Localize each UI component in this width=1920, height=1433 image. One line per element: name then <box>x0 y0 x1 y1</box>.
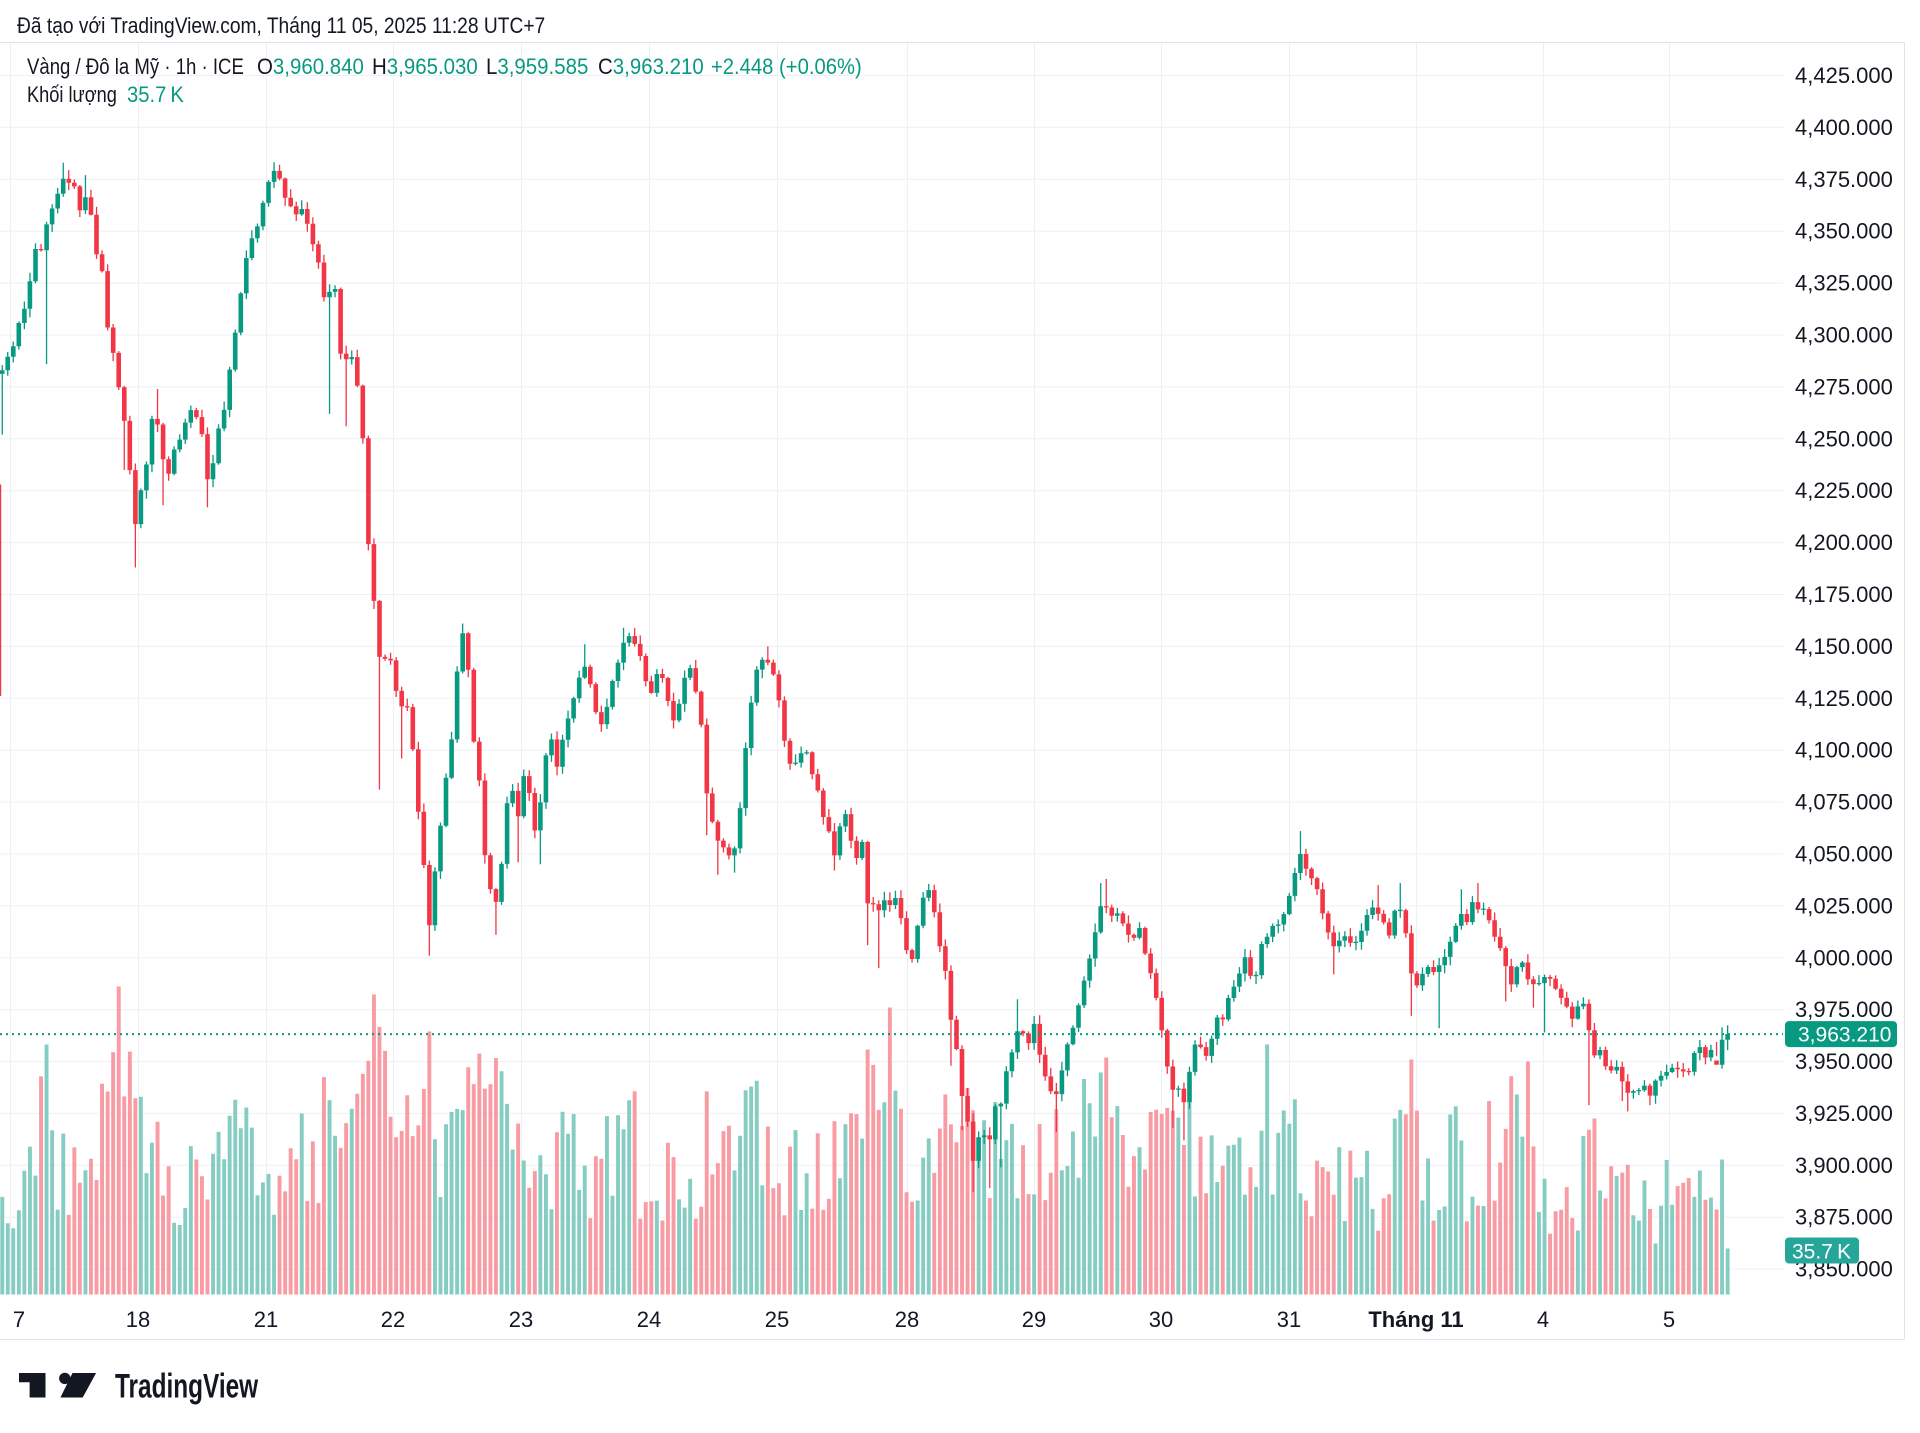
svg-text:30: 30 <box>1149 1307 1173 1332</box>
svg-text:4,275.000: 4,275.000 <box>1795 374 1893 399</box>
svg-text:4,400.000: 4,400.000 <box>1795 115 1893 140</box>
svg-text:3,900.000: 3,900.000 <box>1795 1153 1893 1178</box>
svg-text:18: 18 <box>126 1307 150 1332</box>
svg-text:31: 31 <box>1277 1307 1301 1332</box>
svg-text:4,000.000: 4,000.000 <box>1795 945 1893 970</box>
svg-text:4,325.000: 4,325.000 <box>1795 271 1893 296</box>
svg-text:25: 25 <box>765 1307 789 1332</box>
svg-text:TradingView: TradingView <box>115 1368 259 1406</box>
svg-text:H3,965.030: H3,965.030 <box>372 54 478 79</box>
svg-text:22: 22 <box>381 1307 405 1332</box>
svg-text:Vàng / Đô la Mỹ · 1h · ICE: Vàng / Đô la Mỹ · 1h · ICE <box>27 56 244 80</box>
svg-text:4,225.000: 4,225.000 <box>1795 478 1893 503</box>
svg-text:3,950.000: 3,950.000 <box>1795 1049 1893 1074</box>
svg-text:3,875.000: 3,875.000 <box>1795 1205 1893 1230</box>
svg-text:3,925.000: 3,925.000 <box>1795 1101 1893 1126</box>
svg-text:7: 7 <box>13 1307 25 1332</box>
svg-text:4,125.000: 4,125.000 <box>1795 686 1893 711</box>
svg-text:4,050.000: 4,050.000 <box>1795 842 1893 867</box>
svg-text:4,075.000: 4,075.000 <box>1795 790 1893 815</box>
svg-text:Khối lượng: Khối lượng <box>27 83 117 107</box>
svg-text:4,425.000: 4,425.000 <box>1795 63 1893 88</box>
svg-text:35.7 K: 35.7 K <box>1792 1241 1851 1264</box>
svg-text:21: 21 <box>254 1307 278 1332</box>
svg-text:+2.448 (+0.06%): +2.448 (+0.06%) <box>711 55 862 79</box>
svg-text:C3,963.210: C3,963.210 <box>598 54 704 79</box>
svg-text:3,975.000: 3,975.000 <box>1795 997 1893 1022</box>
svg-text:4,200.000: 4,200.000 <box>1795 530 1893 555</box>
svg-text:4,375.000: 4,375.000 <box>1795 167 1893 192</box>
svg-text:4,150.000: 4,150.000 <box>1795 634 1893 659</box>
svg-text:4,300.000: 4,300.000 <box>1795 323 1893 348</box>
svg-text:24: 24 <box>637 1307 661 1332</box>
svg-text:4: 4 <box>1537 1307 1549 1332</box>
svg-text:4,100.000: 4,100.000 <box>1795 738 1893 763</box>
svg-text:4,350.000: 4,350.000 <box>1795 219 1893 244</box>
svg-text:23: 23 <box>509 1307 533 1332</box>
svg-text:35.7 K: 35.7 K <box>127 83 184 107</box>
svg-text:4,250.000: 4,250.000 <box>1795 426 1893 451</box>
svg-text:3,963.210: 3,963.210 <box>1798 1024 1891 1047</box>
svg-text:29: 29 <box>1022 1307 1046 1332</box>
svg-text:4,025.000: 4,025.000 <box>1795 893 1893 918</box>
svg-text:Đã tạo với TradingView.com, Th: Đã tạo với TradingView.com, Tháng 11 05,… <box>17 14 545 39</box>
svg-text:5: 5 <box>1663 1307 1675 1332</box>
svg-text:4,175.000: 4,175.000 <box>1795 582 1893 607</box>
svg-text:Tháng 11: Tháng 11 <box>1368 1307 1463 1332</box>
svg-text:28: 28 <box>895 1307 919 1332</box>
svg-text:L3,959.585: L3,959.585 <box>486 54 588 79</box>
svg-text:O3,960.840: O3,960.840 <box>257 54 364 79</box>
